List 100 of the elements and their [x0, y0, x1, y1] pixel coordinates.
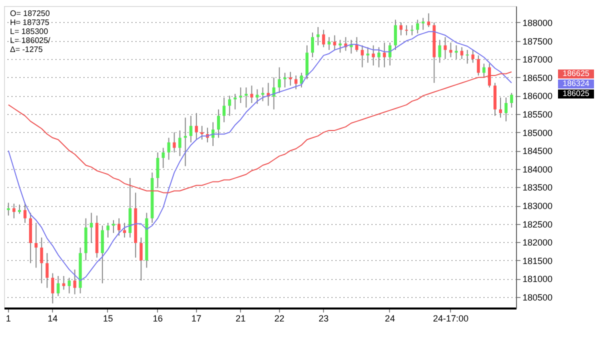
- candlestick: [360, 44, 364, 68]
- candlestick: [90, 212, 93, 244]
- candlestick: [12, 203, 16, 219]
- candlestick: [488, 63, 491, 88]
- annotation: L= 185300: [10, 27, 49, 36]
- candlestick: [178, 130, 182, 157]
- candlestick: [156, 152, 160, 189]
- candlestick: [250, 85, 254, 104]
- candlestick: [118, 218, 121, 236]
- text: 186324: [562, 79, 590, 88]
- candlestick: [172, 132, 176, 153]
- candlestick: [377, 46, 380, 68]
- candlestick: [106, 222, 110, 238]
- annotation: H= 187375: [10, 18, 50, 27]
- annotation: Δ= -1275: [10, 45, 44, 54]
- candlestick: [316, 26, 320, 46]
- candlestick: [234, 93, 237, 110]
- candlestick: [444, 36, 447, 60]
- candlestick: [493, 82, 496, 116]
- candlestick: [56, 275, 60, 297]
- y-tick-label: 186000: [522, 91, 553, 102]
- candlestick: [62, 275, 66, 290]
- candlestick: [416, 19, 420, 34]
- candlestick: [438, 39, 442, 64]
- y-tick-label: 184500: [522, 146, 553, 156]
- x-tick-label: 17: [191, 314, 202, 324]
- candlestick: [189, 115, 192, 143]
- y-tick-label: 184000: [522, 164, 553, 174]
- candlestick: [278, 66, 281, 94]
- candlestick: [194, 112, 198, 140]
- candlestick: [466, 49, 469, 64]
- candlestick: [162, 147, 165, 168]
- candlestick: [394, 19, 397, 50]
- candlestick: [46, 252, 49, 288]
- candlestick: [222, 97, 226, 123]
- candlestick: [476, 54, 480, 76]
- y-tick-label: 183000: [522, 201, 553, 212]
- candlestick: [294, 75, 298, 90]
- candlestick: [449, 42, 452, 58]
- candlestick: [504, 97, 508, 122]
- candlestick: [382, 42, 386, 68]
- candlestick: [300, 72, 303, 88]
- candlestick: [140, 237, 143, 282]
- x-tick-label: 14: [48, 314, 58, 324]
- candlestick: [510, 92, 514, 108]
- candlestick: [167, 137, 170, 160]
- y-tick-label: 185000: [522, 128, 553, 138]
- x-tick-label: 16: [152, 314, 163, 324]
- candlestick: [256, 88, 259, 104]
- candlestick: [24, 202, 27, 224]
- x-tick-label: 1: [6, 314, 11, 324]
- text: 186025: [562, 89, 590, 98]
- candlestick: [311, 32, 314, 58]
- candlestick: [6, 202, 10, 216]
- x-tick-label: 21: [236, 314, 246, 324]
- candlestick: [460, 46, 464, 60]
- candlestick: [399, 22, 402, 36]
- candlestick: [51, 272, 54, 304]
- x-tick-label: 24: [384, 314, 395, 324]
- candlestick: [333, 34, 336, 50]
- y-tick-label: 187500: [522, 36, 553, 46]
- candlestick: [217, 108, 220, 138]
- annotation: L= 186025/: [10, 36, 52, 45]
- text: 186625: [562, 69, 590, 78]
- y-tick-label: 181000: [522, 274, 553, 284]
- y-tick-label: 185500: [522, 109, 553, 120]
- y-tick-label: 187000: [522, 54, 553, 65]
- x-tick-label: 22: [274, 314, 284, 324]
- y-tick-label: 186500: [522, 72, 553, 83]
- candlestick: [34, 222, 38, 268]
- candlestick: [338, 39, 342, 54]
- x-tick-label: 15: [102, 314, 113, 324]
- y-tick-label: 180500: [522, 292, 553, 303]
- candlestick: [40, 237, 44, 284]
- candlestick: [18, 204, 21, 214]
- candlestick: [123, 222, 126, 238]
- annotation: O= 187250: [10, 9, 50, 18]
- candlestick: [228, 95, 232, 116]
- candlestick: [422, 17, 425, 30]
- candlestick: [184, 117, 187, 167]
- candlestick: [306, 44, 308, 80]
- candlestick: [482, 63, 486, 78]
- candlestick: [499, 97, 502, 118]
- candlestick: [212, 122, 214, 147]
- y-tick-label: 182500: [522, 219, 553, 230]
- candlestick: [261, 86, 264, 102]
- candlestick: [73, 269, 76, 295]
- candlestick: [239, 86, 242, 104]
- candlestick: [322, 29, 326, 48]
- y-tick-label: 188000: [522, 18, 553, 28]
- candlestick: [427, 12, 430, 28]
- x-tick-label: 24-17:00: [432, 314, 469, 324]
- candlestick: [100, 225, 104, 284]
- y-tick-label: 181500: [522, 256, 553, 266]
- candlestick: [372, 44, 375, 66]
- y-tick-label: 183500: [522, 182, 553, 193]
- candlestick: [328, 36, 331, 50]
- y-tick-label: 182000: [522, 238, 553, 248]
- candlestick: [366, 46, 370, 64]
- candlestick: [471, 49, 474, 64]
